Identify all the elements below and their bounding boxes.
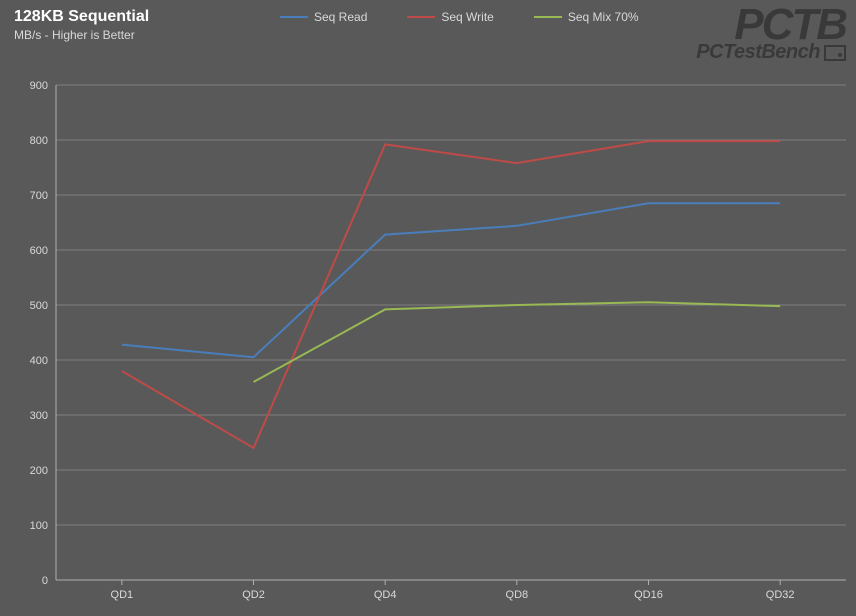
series-line	[122, 203, 780, 357]
x-tick-label: QD16	[634, 589, 663, 601]
y-tick-label: 500	[30, 300, 48, 312]
x-tick-label: QD8	[506, 589, 529, 601]
x-tick-label: QD4	[374, 589, 397, 601]
y-tick-label: 0	[42, 575, 48, 587]
series-line	[254, 302, 781, 382]
x-tick-label: QD2	[242, 589, 265, 601]
series-line	[122, 141, 780, 448]
x-tick-label: QD1	[111, 589, 134, 601]
line-chart: 0 100 200 300 400 500 600 700 800 900 QD1 QD2 QD4 QD8…	[0, 0, 856, 616]
y-tick-label: 900	[30, 80, 48, 92]
y-tick-label: 400	[30, 355, 48, 367]
x-tick-label: QD32	[766, 589, 795, 601]
y-tick-label: 100	[30, 520, 48, 532]
y-tick-label: 300	[30, 410, 48, 422]
y-tick-label: 200	[30, 465, 48, 477]
y-tick-label: 600	[30, 245, 48, 257]
y-tick-label: 800	[30, 135, 48, 147]
y-tick-label: 700	[30, 190, 48, 202]
